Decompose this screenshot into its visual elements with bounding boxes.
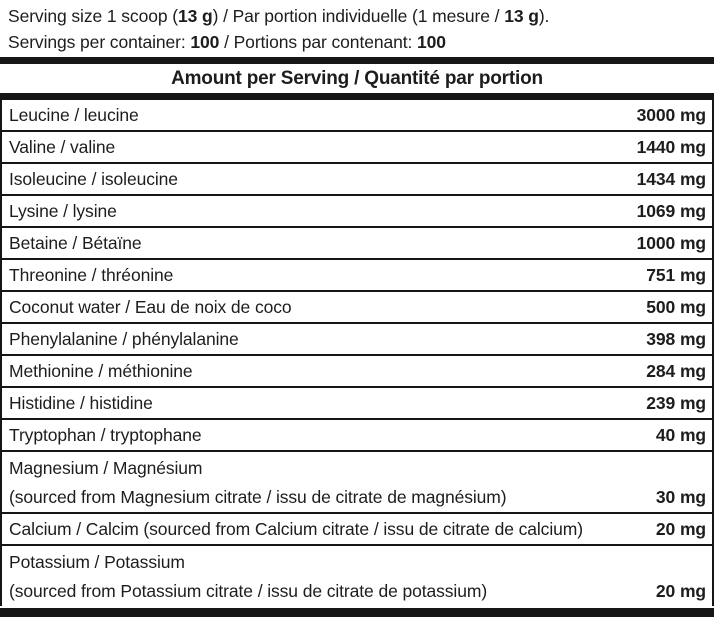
nutrient-amount: 40 mg — [655, 424, 706, 445]
nutrient-name: Calcium / Calcim (sourced from Calcium c… — [9, 518, 583, 539]
nutrient-name: Coconut water / Eau de noix de coco — [9, 296, 292, 317]
table-row: Calcium / Calcim (sourced from Calcium c… — [2, 514, 712, 546]
amount-per-serving-header: Amount per Serving / Quantité par portio… — [171, 68, 543, 89]
table-row: Isoleucine / isoleucine 1434 mg — [2, 164, 712, 196]
nutrient-name: Valine / valine — [9, 136, 116, 157]
nutrient-name: Betaine / Bétaïne — [9, 232, 142, 253]
table-row: Valine / valine 1440 mg — [2, 132, 712, 164]
nutrient-name: Leucine / leucine — [9, 104, 139, 125]
nutrient-name: Threonine / thréonine — [9, 264, 174, 285]
table-row: Histidine / histidine 239 mg — [2, 388, 712, 420]
divider-bar-header — [0, 93, 714, 100]
table-row: Phenylalanine / phénylalanine 398 mg — [2, 324, 712, 356]
servings-count-text: Servings per container: — [8, 32, 191, 52]
divider-bar-top — [0, 57, 714, 64]
servings-count-text-fr: / Portions par contenant: — [219, 32, 418, 52]
servings-per-container-line: Servings per container: 100 / Portions p… — [8, 29, 714, 55]
nutrient-amount: 398 mg — [646, 328, 706, 349]
serving-size-grams: 13 g — [177, 6, 213, 26]
serving-size-line: Serving size 1 scoop (13 g) / Par portio… — [8, 3, 714, 29]
serving-size-grams-fr: 13 g — [504, 6, 539, 26]
nutrient-amount: 500 mg — [646, 296, 706, 317]
table-row: Methionine / méthionine 284 mg — [2, 356, 712, 388]
nutrient-name: Histidine / histidine — [9, 392, 153, 413]
serving-size-end: ). — [538, 6, 550, 26]
nutrient-amount: 284 mg — [646, 360, 706, 381]
table-row: Potassium / Potassium (sourced from Pota… — [2, 546, 712, 606]
serving-size-text-fr: ) / Par portion individuelle (1 mesure / — [212, 6, 505, 26]
table-row: Threonine / thréonine 751 mg — [2, 260, 712, 292]
nutrient-name: Potassium / Potassium — [9, 552, 185, 572]
nutrient-name: Lysine / lysine — [9, 200, 117, 221]
table-row: Magnesium / Magnésium (sourced from Magn… — [2, 452, 712, 514]
nutrient-name: Phenylalanine / phénylalanine — [9, 328, 239, 349]
table-row: Betaine / Bétaïne 1000 mg — [2, 228, 712, 260]
nutrient-amount: 3000 mg — [636, 104, 706, 125]
nutrient-table: Leucine / leucine 3000 mg Valine / valine… — [0, 100, 714, 606]
table-row: Leucine / leucine 3000 mg — [2, 100, 712, 132]
nutrient-amount: 751 mg — [646, 264, 706, 285]
nutrient-amount: 1069 mg — [636, 200, 706, 221]
nutrient-amount: 1434 mg — [636, 168, 706, 189]
servings-count-fr: 100 — [417, 32, 446, 52]
table-row: Lysine / lysine 1069 mg — [2, 196, 712, 228]
nutrient-amount: 20 mg — [655, 518, 706, 539]
serving-info: Serving size 1 scoop (13 g) / Par portio… — [0, 0, 714, 57]
nutrient-amount: 239 mg — [646, 392, 706, 413]
nutrient-amount: 30 mg — [655, 486, 706, 507]
supplement-facts-label: Serving size 1 scoop (13 g) / Par portio… — [0, 0, 714, 617]
nutrient-name: Methionine / méthionine — [9, 360, 193, 381]
nutrient-amount: 1440 mg — [636, 136, 706, 157]
serving-size-text: Serving size 1 scoop ( — [8, 6, 178, 26]
nutrient-source: (sourced from Magnesium citrate / issu d… — [9, 486, 507, 507]
nutrient-source: (sourced from Potassium citrate / issu d… — [9, 580, 488, 601]
nutrient-name: Magnesium / Magnésium — [9, 458, 203, 478]
table-row: Coconut water / Eau de noix de coco 500 m… — [2, 292, 712, 324]
nutrient-name: Isoleucine / isoleucine — [9, 168, 178, 189]
divider-bar-bottom — [0, 608, 714, 617]
nutrient-amount: 1000 mg — [636, 232, 706, 253]
nutrient-amount: 20 mg — [655, 580, 706, 601]
nutrient-name: Tryptophan / tryptophane — [9, 424, 202, 445]
table-row: Tryptophan / tryptophane 40 mg — [2, 420, 712, 452]
servings-count: 100 — [190, 32, 220, 52]
